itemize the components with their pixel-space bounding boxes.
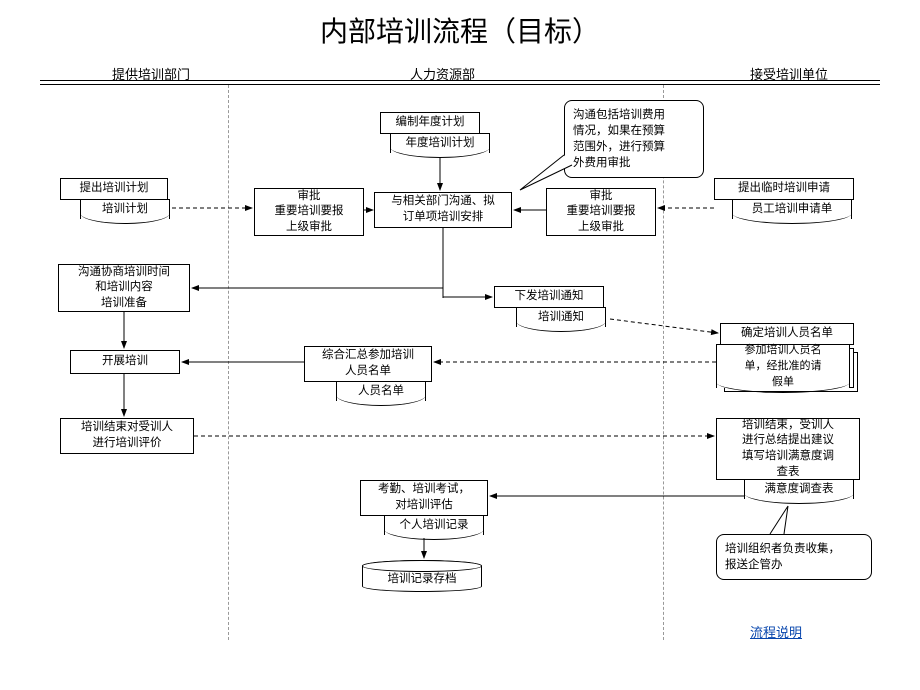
doc-annual-plan: 年度培训计划 [390, 133, 490, 153]
node-annual-plan: 编制年度计划 [380, 112, 480, 134]
node-negotiate-time: 沟通协商培训时间 和培训内容 培训准备 [58, 264, 190, 312]
doc-personal-record: 个人培训记录 [384, 515, 484, 535]
node-trainee-summary: 培训结束，受训人 进行总结提出建议 填写培训满意度调 查表 [716, 418, 860, 480]
doc-satisfaction-survey: 满意度调查表 [744, 479, 854, 499]
node-issue-notice: 下发培训通知 [494, 286, 604, 308]
lane-divider-1 [228, 85, 229, 640]
doc-attendee-list: 参加培训人员名 单，经批准的请 假单 [716, 344, 850, 388]
node-temp-request: 提出临时培训申请 [714, 178, 854, 200]
cylinder-archive: 培训记录存档 [362, 560, 482, 592]
node-assess-training: 考勤、培训考试， 对培训评估 [360, 480, 488, 516]
header-rule-bottom [40, 84, 880, 85]
header-rule-top [40, 80, 880, 81]
node-approve-1: 审批 重要培训要报 上级审批 [254, 188, 364, 236]
node-consolidate-list: 综合汇总参加培训 人员名单 [304, 346, 432, 382]
node-propose-plan: 提出培训计划 [60, 178, 168, 200]
node-communicate-dept: 与相关部门沟通、拟 订单项培训安排 [374, 192, 512, 228]
doc-person-list: 人员名单 [336, 381, 426, 401]
callout-collector: 培训组织者负责收集， 报送企管办 [716, 534, 872, 580]
node-approve-2: 审批 重要培训要报 上级审批 [546, 188, 656, 236]
doc-training-plan: 培训计划 [80, 199, 170, 219]
process-description-link[interactable]: 流程说明 [750, 622, 802, 641]
swimlane-headers: 提供培训部门 人力资源部 接受培训单位 [0, 64, 920, 84]
page-title: 内部培训流程（目标） [0, 0, 920, 50]
node-evaluate-trainees: 培训结束对受训人 进行培训评价 [60, 418, 194, 454]
doc-stack-attendee-list: 参加培训人员名 单，经批准的请 假单 [716, 344, 862, 396]
node-conduct-training: 开展培训 [70, 350, 180, 374]
doc-training-notice: 培训通知 [516, 307, 606, 327]
cylinder-label: 培训记录存档 [388, 570, 457, 586]
callout-budget: 沟通包括培训费用 情况，如果在预算 范围外，进行预算 外费用审批 [564, 100, 704, 178]
doc-training-request: 员工培训申请单 [732, 199, 852, 219]
